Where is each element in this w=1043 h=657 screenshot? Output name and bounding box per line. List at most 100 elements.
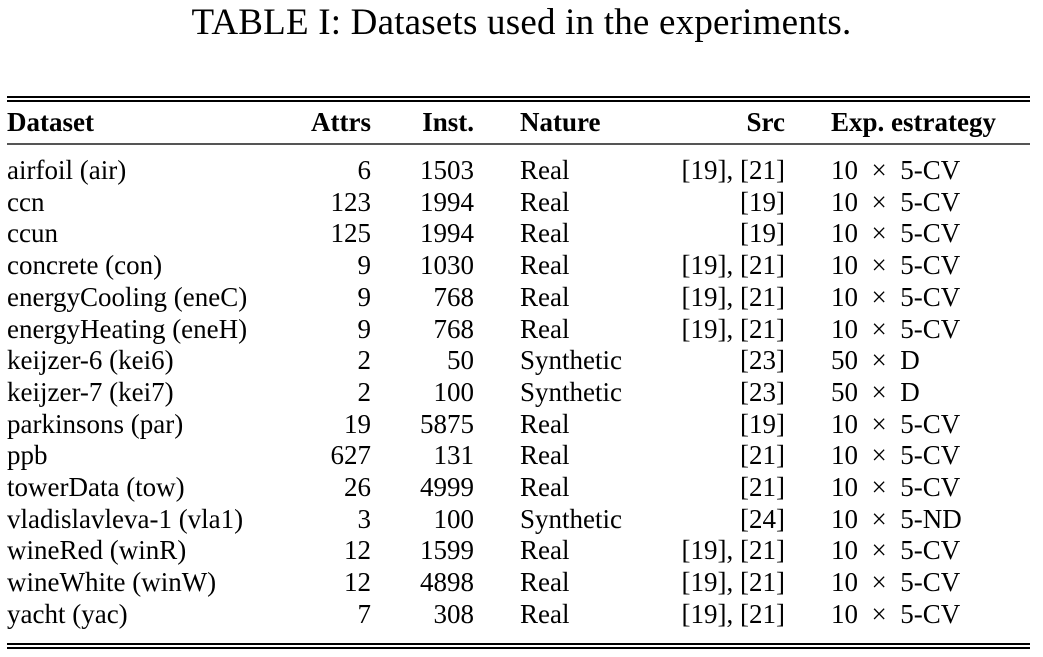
cell-nature: Real (520, 567, 570, 598)
cell-inst: 1599 (420, 535, 474, 566)
table-row: ccun 125 1994 Real [19] 10 × 5-CV (7, 218, 1030, 250)
cell-nature: Real (520, 440, 570, 471)
cell-nature: Real (520, 218, 570, 249)
cell-dataset: yacht (yac) (7, 598, 128, 629)
cell-nature: Real (520, 598, 570, 629)
cell-inst: 768 (433, 313, 475, 344)
col-header-inst: Inst. (371, 99, 474, 145)
cell-attrs: 3 (357, 503, 372, 534)
cell-exp-estrategy: 10 × 5-CV (831, 155, 961, 185)
cell-exp-estrategy: 10 × 5-CV (831, 535, 961, 566)
cell-nature: Synthetic (520, 376, 622, 407)
cell-inst: 1994 (420, 218, 474, 249)
cell-dataset: keijzer-6 (kei6) (7, 345, 174, 376)
cell-dataset: airfoil (air) (7, 155, 127, 185)
cell-attrs: 19 (344, 408, 371, 439)
col-header-dataset: Dataset (7, 99, 307, 145)
cell-src: [19] (740, 218, 785, 249)
cell-src: [19], [21] (681, 281, 785, 312)
cell-exp-estrategy: 10 × 5-CV (831, 408, 961, 439)
cell-nature: Real (520, 472, 570, 503)
cell-attrs: 6 (357, 155, 372, 185)
cell-attrs: 12 (344, 535, 371, 566)
table-row: energyCooling (eneC) 9 768 Real [19], [2… (7, 282, 1030, 314)
cell-dataset: parkinsons (par) (7, 408, 184, 439)
cell-attrs: 26 (344, 472, 371, 503)
table-row: keijzer-6 (kei6) 2 50 Synthetic [23] 50 … (7, 345, 1030, 377)
table-row: vladislavleva-1 (vla1) 3 100 Synthetic [… (7, 504, 1030, 536)
cell-exp-estrategy: 10 × 5-CV (831, 281, 961, 312)
cell-src: [19] (740, 408, 785, 439)
table-row: concrete (con) 9 1030 Real [19], [21] 10… (7, 250, 1030, 282)
table-row: ppb 627 131 Real [21] 10 × 5-CV (7, 440, 1030, 472)
cell-nature: Real (520, 155, 570, 185)
cell-attrs: 2 (357, 376, 372, 407)
cell-inst: 1503 (420, 155, 474, 185)
cell-exp-estrategy: 10 × 5-CV (831, 567, 961, 598)
cell-nature: Real (520, 535, 570, 566)
cell-dataset: ccun (7, 218, 58, 249)
table-caption: TABLE I: Datasets used in the experiment… (191, 2, 852, 43)
cell-dataset: keijzer-7 (kei7) (7, 376, 174, 407)
cell-dataset: energyHeating (eneH) (7, 313, 248, 344)
cell-exp-estrategy: 10 × 5-CV (831, 186, 961, 217)
cell-attrs: 9 (357, 313, 372, 344)
cell-inst: 5875 (420, 408, 474, 439)
cell-inst: 50 (447, 345, 474, 376)
table-row: parkinsons (par) 19 5875 Real [19] 10 × … (7, 409, 1030, 441)
cell-attrs: 7 (357, 598, 372, 629)
cell-dataset: ccn (7, 186, 45, 217)
cell-attrs: 12 (344, 567, 371, 598)
cell-exp-estrategy: 50 × D (831, 376, 920, 407)
cell-src: [21] (740, 472, 785, 503)
cell-dataset: wineRed (winR) (7, 535, 187, 566)
cell-exp-estrategy: 10 × 5-CV (831, 440, 961, 471)
cell-exp-estrategy: 10 × 5-CV (831, 472, 961, 503)
cell-inst: 1030 (420, 250, 474, 281)
cell-nature: Synthetic (520, 503, 622, 534)
cell-dataset: vladislavleva-1 (vla1) (7, 503, 244, 534)
cell-src: [19], [21] (681, 535, 785, 566)
col-header-attrs: Attrs (307, 99, 371, 145)
cell-src: [19], [21] (681, 567, 785, 598)
cell-nature: Real (520, 313, 570, 344)
table-row: wineWhite (winW) 12 4898 Real [19], [21]… (7, 567, 1030, 599)
cell-inst: 308 (433, 598, 475, 629)
cell-inst: 4898 (420, 567, 474, 598)
cell-src: [19], [21] (681, 313, 785, 344)
cell-src: [21] (740, 440, 785, 471)
cell-attrs: 9 (357, 281, 372, 312)
cell-dataset: concrete (con) (7, 250, 163, 281)
cell-exp-estrategy: 10 × 5-CV (831, 218, 961, 249)
cell-exp-estrategy: 10 × 5-ND (831, 503, 962, 534)
cell-attrs: 627 (330, 440, 372, 471)
cell-nature: Real (520, 408, 570, 439)
table-row: towerData (tow) 26 4999 Real [21] 10 × 5… (7, 472, 1030, 504)
cell-exp-estrategy: 10 × 5-CV (831, 313, 961, 344)
table-row: keijzer-7 (kei7) 2 100 Synthetic [23] 50… (7, 377, 1030, 409)
cell-inst: 100 (433, 376, 475, 407)
datasets-table: Dataset Attrs Inst. Nature Src Exp. estr… (7, 96, 1030, 649)
cell-src: [19], [21] (681, 598, 785, 629)
table-row: energyHeating (eneH) 9 768 Real [19], [2… (7, 314, 1030, 346)
cell-attrs: 125 (330, 218, 372, 249)
cell-attrs: 2 (357, 345, 372, 376)
cell-exp-estrategy: 50 × D (831, 345, 920, 376)
header-row: Dataset Attrs Inst. Nature Src Exp. estr… (7, 99, 1030, 145)
col-header-nature: Nature (474, 99, 629, 145)
table-row: yacht (yac) 7 308 Real [19], [21] 10 × 5… (7, 599, 1030, 646)
cell-inst: 1994 (420, 186, 474, 217)
table-row: ccn 123 1994 Real [19] 10 × 5-CV (7, 187, 1030, 219)
cell-dataset: ppb (7, 440, 48, 471)
cell-inst: 131 (433, 440, 475, 471)
table-row: wineRed (winR) 12 1599 Real [19], [21] 1… (7, 535, 1030, 567)
cell-src: [23] (740, 376, 785, 407)
cell-src: [19], [21] (681, 250, 785, 281)
col-header-src: Src (629, 99, 785, 145)
cell-src: [24] (740, 503, 785, 534)
col-header-exp-estrategy: Exp. estrategy (785, 99, 1030, 145)
cell-dataset: wineWhite (winW) (7, 567, 217, 598)
cell-src: [19] (740, 186, 785, 217)
cell-exp-estrategy: 10 × 5-CV (831, 250, 961, 281)
cell-attrs: 9 (357, 250, 372, 281)
